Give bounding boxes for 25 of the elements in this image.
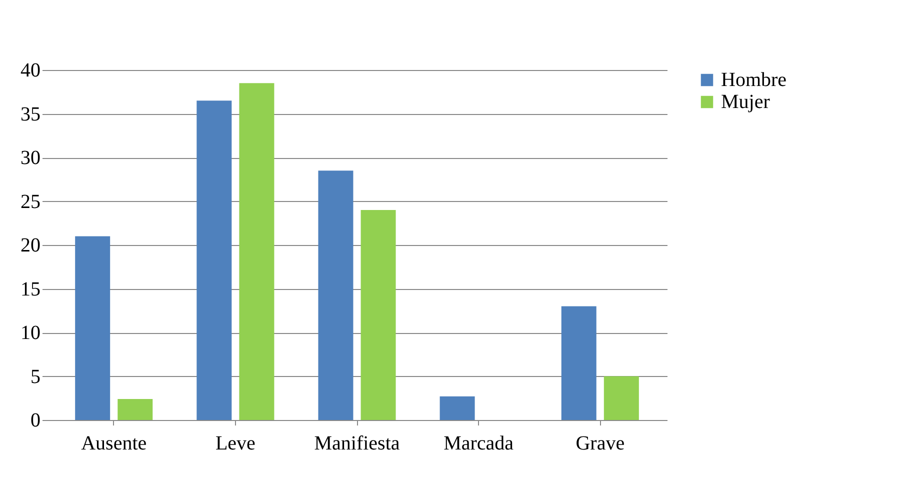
x-tick-label: Ausente	[81, 432, 147, 454]
bar	[561, 306, 596, 420]
x-tick-label: Leve	[215, 432, 256, 454]
x-tick-label: Marcada	[444, 432, 514, 454]
bar	[239, 83, 274, 420]
legend-label: Mujer	[721, 91, 770, 113]
y-tick-label: 40	[20, 60, 40, 82]
x-tick-label: Grave	[576, 432, 625, 454]
y-tick-label: 5	[30, 366, 40, 388]
y-tick-label: 15	[20, 278, 40, 300]
y-tick-label: 10	[20, 322, 40, 344]
bar	[196, 100, 232, 420]
y-tick-label: 20	[20, 234, 40, 256]
bar	[118, 399, 153, 420]
bar	[75, 236, 110, 420]
y-tick-label: 0	[30, 410, 40, 432]
y-tick-label: 30	[20, 147, 40, 169]
y-tick-label: 35	[20, 103, 40, 126]
bar	[440, 396, 475, 420]
bar	[318, 170, 354, 420]
legend-label: Hombre	[721, 69, 787, 91]
y-tick-label: 25	[20, 190, 40, 213]
bar	[360, 210, 396, 420]
x-tick-label: Manifiesta	[314, 432, 400, 454]
bar	[604, 376, 639, 420]
